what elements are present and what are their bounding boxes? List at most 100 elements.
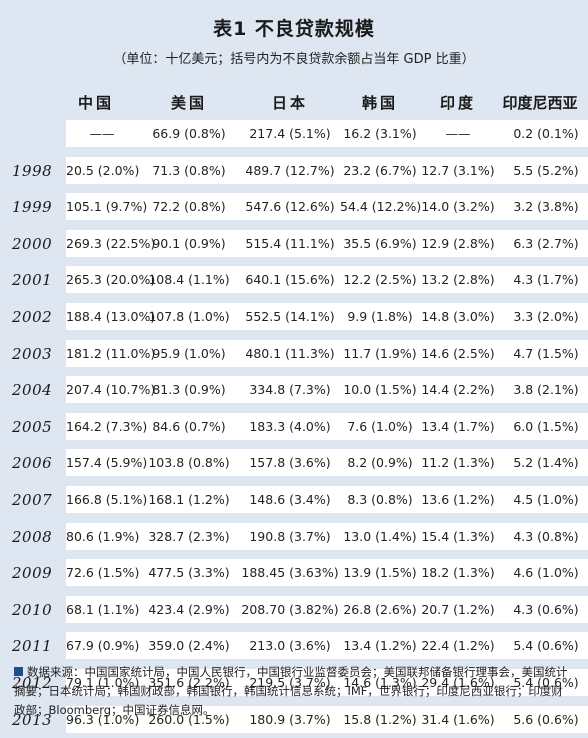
row-band: 79.1 (1.0%) 351.6 (2.2%) 219.5 (3.7%) 14… bbox=[66, 668, 588, 696]
cell-indonesia: 3.2 (3.8%) bbox=[513, 199, 579, 215]
cell-indonesia: 3.8 (2.1%) bbox=[513, 382, 579, 398]
cell-china: 181.2 (11.0%) bbox=[66, 345, 156, 361]
cell-usa: 107.8 (1.0%) bbox=[148, 308, 230, 324]
row-year: 2004 bbox=[12, 381, 53, 400]
cell-usa: 71.3 (0.8%) bbox=[152, 162, 226, 178]
cell-china: 164.2 (7.3%) bbox=[66, 418, 148, 434]
row-year: 2006 bbox=[12, 454, 53, 473]
row-band: 269.3 (22.5%) 90.1 (0.9%) 515.4 (11.1%) … bbox=[66, 229, 588, 257]
table-row: 2012 79.1 (1.0%) 351.6 (2.2%) 219.5 (3.7… bbox=[12, 665, 588, 700]
table-row: 1998 20.5 (2.0%) 71.3 (0.8%) 489.7 (12.7… bbox=[12, 153, 588, 188]
cell-japan: 148.6 (3.4%) bbox=[249, 491, 331, 507]
row-year: 1998 bbox=[12, 161, 53, 180]
table-row: —— 66.9 (0.8%) 217.4 (5.1%) 16.2 (3.1%) … bbox=[12, 116, 588, 151]
table-subtitle: （单位：十亿美元；括号内为不良贷款余额占当年 GDP 比重） bbox=[113, 52, 475, 67]
cell-usa: 90.1 (0.9%) bbox=[152, 235, 226, 251]
column-header-india: 印度 bbox=[439, 94, 476, 112]
cell-usa: 81.3 (0.9%) bbox=[152, 382, 226, 398]
cell-usa: 328.7 (2.3%) bbox=[148, 528, 230, 544]
column-header-korea: 韩国 bbox=[361, 94, 398, 112]
cell-usa: 108.4 (1.1%) bbox=[148, 272, 230, 288]
cell-usa: 84.6 (0.7%) bbox=[152, 418, 226, 434]
row-year: 2012 bbox=[12, 673, 53, 692]
cell-korea: 11.7 (1.9%) bbox=[343, 345, 417, 361]
cell-indonesia: 4.6 (1.0%) bbox=[513, 565, 579, 581]
cell-indonesia: 4.3 (0.8%) bbox=[513, 528, 579, 544]
table-row: 2009 72.6 (1.5%) 477.5 (3.3%) 188.45 (3.… bbox=[12, 555, 588, 590]
cell-usa: 423.4 (2.9%) bbox=[148, 601, 230, 617]
cell-korea: 54.4 (12.2%) bbox=[340, 199, 422, 215]
cell-indonesia: 4.7 (1.5%) bbox=[513, 345, 579, 361]
cell-usa: 95.9 (1.0%) bbox=[152, 345, 226, 361]
cell-indonesia: 4.3 (0.6%) bbox=[513, 601, 579, 617]
data-table: —— 66.9 (0.8%) 217.4 (5.1%) 16.2 (3.1%) … bbox=[12, 116, 588, 738]
cell-japan: 334.8 (7.3%) bbox=[249, 382, 331, 398]
row-band: —— 66.9 (0.8%) 217.4 (5.1%) 16.2 (3.1%) … bbox=[66, 120, 588, 147]
row-band: 72.6 (1.5%) 477.5 (3.3%) 188.45 (3.63%) … bbox=[66, 559, 588, 587]
cell-korea: 26.8 (2.6%) bbox=[343, 601, 417, 617]
cell-korea: 13.4 (1.2%) bbox=[343, 638, 417, 654]
table-row: 2002 188.4 (13.0%) 107.8 (1.0%) 552.5 (1… bbox=[12, 299, 588, 334]
row-band: 181.2 (11.0%) 95.9 (1.0%) 480.1 (11.3%) … bbox=[66, 339, 588, 367]
cell-india: —— bbox=[445, 126, 471, 141]
row-band: 166.8 (5.1%) 168.1 (1.2%) 148.6 (3.4%) 8… bbox=[66, 485, 588, 513]
table-row: 1999 105.1 (9.7%) 72.2 (0.8%) 547.6 (12.… bbox=[12, 189, 588, 224]
cell-korea: 16.2 (3.1%) bbox=[343, 126, 417, 141]
row-band: 68.1 (1.1%) 423.4 (2.9%) 208.70 (3.82%) … bbox=[66, 595, 588, 623]
row-band: 20.5 (2.0%) 71.3 (0.8%) 489.7 (12.7%) 23… bbox=[66, 156, 588, 184]
column-header-japan: 日本 bbox=[271, 94, 308, 112]
table-row: 2003 181.2 (11.0%) 95.9 (1.0%) 480.1 (11… bbox=[12, 336, 588, 371]
row-year: 2003 bbox=[12, 344, 53, 363]
table-row: 2010 68.1 (1.1%) 423.4 (2.9%) 208.70 (3.… bbox=[12, 592, 588, 627]
cell-india: 13.2 (2.8%) bbox=[421, 272, 495, 288]
row-band: 164.2 (7.3%) 84.6 (0.7%) 183.3 (4.0%) 7.… bbox=[66, 412, 588, 440]
cell-korea: 13.0 (1.4%) bbox=[343, 528, 417, 544]
cell-japan: 640.1 (15.6%) bbox=[245, 272, 335, 288]
row-year: 2000 bbox=[12, 234, 53, 253]
cell-india: 20.7 (1.2%) bbox=[421, 601, 495, 617]
cell-japan: 489.7 (12.7%) bbox=[245, 162, 335, 178]
column-header-china: 中国 bbox=[77, 94, 114, 112]
row-year: 2010 bbox=[12, 600, 53, 619]
row-year: 2007 bbox=[12, 490, 53, 509]
table-row: 2007 166.8 (5.1%) 168.1 (1.2%) 148.6 (3.… bbox=[12, 482, 588, 517]
cell-china: 79.1 (1.0%) bbox=[66, 674, 140, 690]
cell-indonesia: 0.2 (0.1%) bbox=[513, 126, 579, 141]
row-band: 105.1 (9.7%) 72.2 (0.8%) 547.6 (12.6%) 5… bbox=[66, 193, 588, 221]
row-band: 265.3 (20.0%) 108.4 (1.1%) 640.1 (15.6%)… bbox=[66, 266, 588, 294]
cell-india: 15.4 (1.3%) bbox=[421, 528, 495, 544]
row-year: 1999 bbox=[12, 198, 53, 217]
cell-usa: 359.0 (2.4%) bbox=[148, 638, 230, 654]
cell-india: 31.4 (1.6%) bbox=[421, 711, 495, 727]
source-text: 数据来源：中国国家统计局，中国人民银行，中国银行业监督委员会；美国联邦储备银行理… bbox=[14, 665, 568, 717]
cell-india: 14.4 (2.2%) bbox=[421, 382, 495, 398]
row-year: 2011 bbox=[12, 637, 53, 656]
cell-india: 11.2 (1.3%) bbox=[421, 455, 495, 471]
table-row: 2004 207.4 (10.7%) 81.3 (0.9%) 334.8 (7.… bbox=[12, 372, 588, 407]
cell-japan: 552.5 (14.1%) bbox=[245, 308, 335, 324]
cell-usa: 477.5 (3.3%) bbox=[148, 565, 230, 581]
row-year: 2008 bbox=[12, 527, 53, 546]
cell-japan: 188.45 (3.63%) bbox=[241, 565, 339, 581]
cell-usa: 66.9 (0.8%) bbox=[152, 126, 226, 141]
cell-china: 67.9 (0.9%) bbox=[66, 638, 140, 654]
cell-korea: 7.6 (1.0%) bbox=[347, 418, 413, 434]
cell-china: 72.6 (1.5%) bbox=[66, 565, 140, 581]
cell-indonesia: 6.3 (2.7%) bbox=[513, 235, 579, 251]
cell-usa: 72.2 (0.8%) bbox=[152, 199, 226, 215]
square-bullet-icon bbox=[14, 667, 23, 676]
row-year: 2001 bbox=[12, 271, 53, 290]
source-footnote: 数据来源：中国国家统计局，中国人民银行，中国银行业监督委员会；美国联邦储备银行理… bbox=[14, 663, 574, 720]
table-row: 2000 269.3 (22.5%) 90.1 (0.9%) 515.4 (11… bbox=[12, 226, 588, 261]
cell-korea: 35.5 (6.9%) bbox=[343, 235, 417, 251]
table-row: 2013 96.3 (1.0%) 260.0 (1.5%) 180.9 (3.7… bbox=[12, 702, 588, 737]
table-row: 2011 67.9 (0.9%) 359.0 (2.4%) 213.0 (3.6… bbox=[12, 628, 588, 663]
cell-usa: 103.8 (0.8%) bbox=[148, 455, 230, 471]
cell-indonesia: 5.6 (0.6%) bbox=[513, 711, 579, 727]
cell-china: 188.4 (13.0%) bbox=[66, 308, 156, 324]
cell-indonesia: 5.5 (5.2%) bbox=[513, 162, 579, 178]
table-row: 2005 164.2 (7.3%) 84.6 (0.7%) 183.3 (4.0… bbox=[12, 409, 588, 444]
cell-china: 96.3 (1.0%) bbox=[66, 711, 140, 727]
cell-japan: 157.8 (3.6%) bbox=[249, 455, 331, 471]
table-row: 2001 265.3 (20.0%) 108.4 (1.1%) 640.1 (1… bbox=[12, 262, 588, 297]
